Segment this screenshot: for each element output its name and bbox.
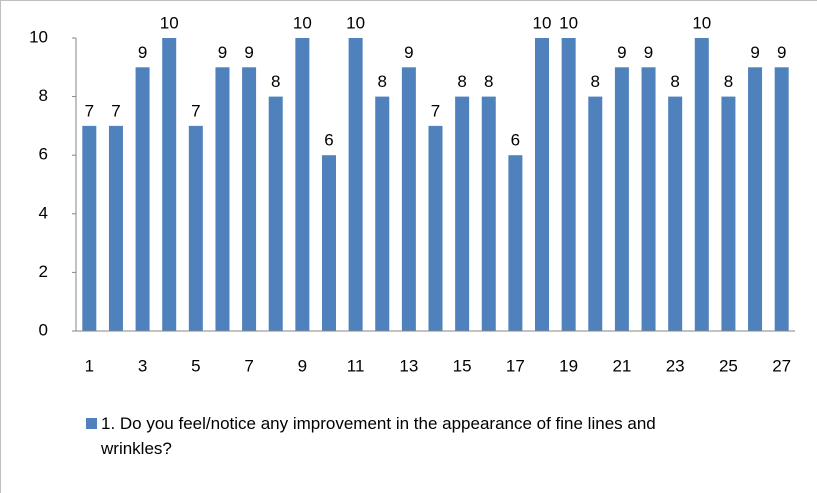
data-label: 7 bbox=[111, 101, 120, 120]
data-label: 8 bbox=[591, 72, 600, 91]
bar bbox=[668, 96, 683, 331]
data-label: 8 bbox=[484, 72, 493, 91]
bar bbox=[268, 96, 283, 331]
data-label: 9 bbox=[218, 43, 227, 62]
x-tick-label: 21 bbox=[612, 356, 631, 375]
x-tick-label: 13 bbox=[399, 356, 418, 375]
data-label: 8 bbox=[724, 72, 733, 91]
x-tick-label: 23 bbox=[666, 356, 685, 375]
data-label: 8 bbox=[378, 72, 387, 91]
bar bbox=[481, 96, 496, 331]
bar bbox=[748, 67, 763, 332]
bar bbox=[508, 155, 523, 331]
data-label: 6 bbox=[511, 131, 520, 150]
y-tick-label: 4 bbox=[39, 203, 48, 222]
y-tick-label: 6 bbox=[39, 145, 48, 164]
bar bbox=[242, 67, 257, 332]
x-tick-label: 7 bbox=[244, 356, 253, 375]
data-label: 8 bbox=[670, 72, 679, 91]
bar bbox=[135, 67, 150, 332]
data-label: 9 bbox=[617, 43, 626, 62]
bar bbox=[348, 38, 363, 331]
bar bbox=[375, 96, 390, 331]
x-tick-label: 15 bbox=[453, 356, 472, 375]
data-label: 9 bbox=[750, 43, 759, 62]
data-label: 8 bbox=[457, 72, 466, 91]
data-label: 9 bbox=[244, 43, 253, 62]
x-tick-label: 25 bbox=[719, 356, 738, 375]
bar bbox=[321, 155, 336, 331]
y-tick-label: 10 bbox=[29, 27, 48, 46]
y-tick-label: 8 bbox=[39, 86, 48, 105]
bar bbox=[401, 67, 416, 332]
y-tick-label: 2 bbox=[39, 262, 48, 281]
data-label: 10 bbox=[692, 13, 711, 32]
bar bbox=[82, 125, 97, 332]
x-tick-label: 5 bbox=[191, 356, 200, 375]
data-label: 9 bbox=[138, 43, 147, 62]
bar bbox=[588, 96, 603, 331]
data-label: 9 bbox=[404, 43, 413, 62]
bar bbox=[162, 38, 177, 331]
bar bbox=[455, 96, 470, 331]
x-tick-label: 11 bbox=[347, 356, 365, 375]
data-label: 10 bbox=[559, 13, 578, 32]
bar bbox=[428, 125, 443, 332]
bar bbox=[774, 67, 789, 332]
legend-label: 1. Do you feel/notice any improvement in… bbox=[101, 414, 656, 458]
bar bbox=[188, 125, 203, 332]
x-tick-label: 9 bbox=[298, 356, 307, 375]
x-tick-label: 17 bbox=[506, 356, 525, 375]
data-label: 10 bbox=[533, 13, 552, 32]
data-label: 6 bbox=[324, 131, 333, 150]
data-label: 10 bbox=[160, 13, 179, 32]
data-label: 7 bbox=[85, 101, 94, 120]
legend-swatch bbox=[86, 418, 97, 429]
legend: 1. Do you feel/notice any improvement in… bbox=[86, 411, 686, 461]
bar bbox=[108, 125, 123, 332]
data-label: 9 bbox=[777, 43, 786, 62]
x-tick-label: 3 bbox=[138, 356, 147, 375]
bar bbox=[535, 38, 550, 331]
bar bbox=[641, 67, 656, 332]
bar bbox=[694, 38, 709, 331]
bar bbox=[614, 67, 629, 332]
data-label: 8 bbox=[271, 72, 280, 91]
y-tick-label: 0 bbox=[39, 320, 48, 339]
data-label: 10 bbox=[346, 13, 365, 32]
x-tick-label: 19 bbox=[559, 356, 578, 375]
data-label: 10 bbox=[293, 13, 312, 32]
x-tick-label: 1 bbox=[85, 356, 94, 375]
data-label: 9 bbox=[644, 43, 653, 62]
data-label: 7 bbox=[431, 101, 440, 120]
bar bbox=[295, 38, 310, 331]
data-label: 7 bbox=[191, 101, 200, 120]
bar bbox=[721, 96, 736, 331]
bar bbox=[561, 38, 576, 331]
x-tick-label: 27 bbox=[772, 356, 791, 375]
bar bbox=[215, 67, 230, 332]
